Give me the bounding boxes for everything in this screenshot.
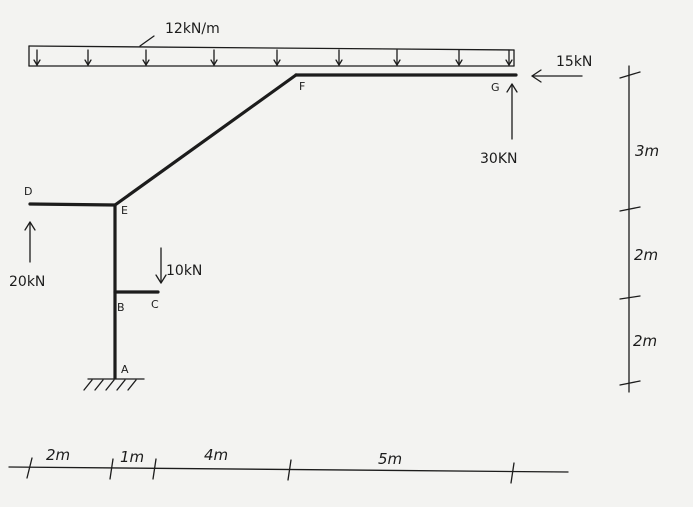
horizontal-load-g-label: 15kN [556, 54, 592, 70]
horizontal-dim-label-4: 5m [378, 450, 402, 468]
udl-arrow-head [273, 59, 281, 66]
udl-arrow-head [84, 59, 92, 66]
udl-arrows [33, 49, 513, 66]
udl-arrow-head [335, 59, 343, 66]
member-ef [113, 73, 298, 207]
point-label-g: G [491, 81, 500, 94]
vertical-load-c-label: 10kN [166, 263, 202, 279]
udl-arrow-head [505, 59, 513, 66]
udl-load-label: 12kN/m [165, 21, 220, 37]
horizontal-dimension-line [8, 457, 569, 484]
horizontal-dim-label-1: 2m [46, 446, 70, 464]
point-label-b: B [117, 301, 125, 314]
load-arrow-vertical-g [506, 83, 518, 140]
vertical-dim-label-2: 2m [634, 246, 658, 264]
vertical-dim-label-1: 3m [635, 142, 659, 160]
udl-leader-line [139, 35, 155, 47]
fixed-support-a [83, 378, 145, 391]
horizontal-dim-label-2: 1m [120, 448, 144, 466]
load-arrow-vertical-d [24, 221, 36, 263]
udl-arrow-head [210, 59, 218, 66]
load-arrow-horizontal-g [531, 69, 583, 83]
load-arrow-vertical-c [155, 247, 167, 284]
vertical-dim-label-3: 2m [633, 332, 657, 350]
horizontal-dim-label-3: 4m [204, 446, 228, 464]
udl-arrow-head [142, 59, 150, 66]
udl-arrow-head [33, 59, 41, 66]
point-label-f: F [299, 80, 305, 93]
point-label-d: D [24, 185, 32, 198]
point-label-c: C [151, 298, 159, 311]
point-label-e: E [121, 204, 128, 217]
member-de [28, 202, 117, 207]
udl-arrow-head [455, 59, 463, 66]
vertical-dimension-line [619, 65, 641, 393]
udl-arrow-head [393, 59, 401, 66]
vertical-load-g-label: 30KN [480, 151, 517, 167]
point-label-a: A [121, 363, 129, 376]
udl-load-box [28, 45, 515, 67]
vertical-load-d-label: 20kN [9, 274, 45, 290]
